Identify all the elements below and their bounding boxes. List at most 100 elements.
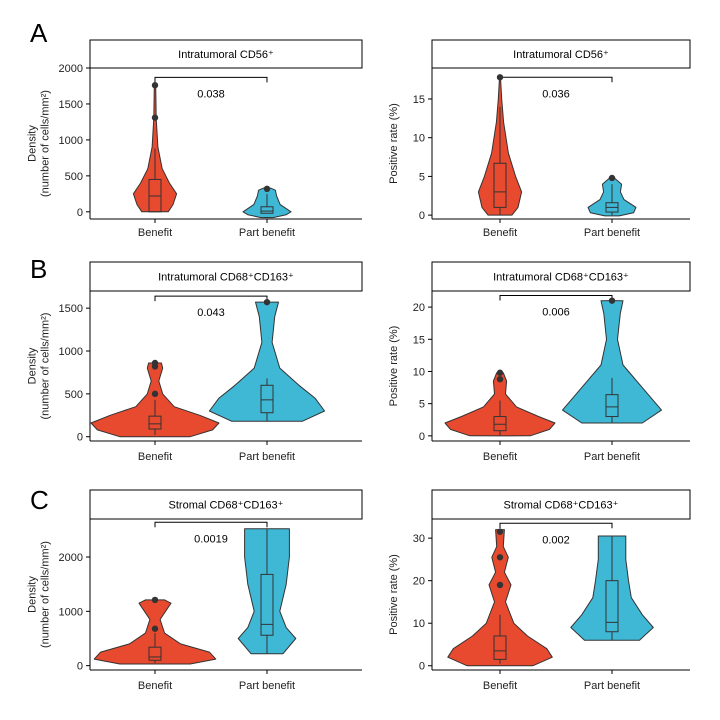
- p-value-label: 0.002: [542, 534, 570, 546]
- box-iqr: [605, 580, 619, 633]
- outlier-point: [608, 297, 616, 304]
- box-iqr: [148, 646, 162, 661]
- y-tick-label: 1000: [59, 346, 83, 358]
- box-iqr: [493, 162, 507, 208]
- box-iqr: [605, 394, 619, 418]
- y-axis-label: Density: [27, 125, 39, 162]
- y-tick-label: 30: [413, 533, 425, 545]
- box-iqr: [260, 206, 274, 214]
- y-tick-label: 1000: [59, 135, 83, 147]
- y-axis-label: Positive rate (%): [388, 103, 400, 184]
- y-tick-label: 0: [77, 207, 83, 219]
- x-category-label: Part benefit: [584, 680, 640, 692]
- strip-header: [431, 261, 691, 292]
- y-tick-label: 5: [419, 399, 425, 411]
- y-tick-label: 2000: [59, 552, 83, 564]
- panel-letter-a: A: [30, 18, 48, 48]
- outlier-point: [151, 359, 159, 367]
- box-iqr: [260, 384, 274, 414]
- outlier-point: [496, 554, 504, 561]
- y-axis-label: Positive rate (%): [388, 326, 400, 407]
- chart-title: Intratumoral CD68⁺CD163⁺: [493, 272, 629, 284]
- box-iqr: [493, 635, 507, 660]
- x-category-label: Part benefit: [584, 227, 640, 239]
- y-tick-label: 0: [419, 210, 425, 222]
- violin-benefit: [447, 529, 553, 667]
- panel-letter-b: B: [30, 254, 48, 284]
- p-value-label: 0.043: [197, 307, 225, 319]
- outlier-point: [263, 185, 271, 192]
- x-category-label: Part benefit: [239, 451, 295, 463]
- y-axis-label: (number of cells/mm²): [40, 313, 52, 420]
- p-value-label: 0.006: [542, 307, 570, 319]
- y-tick-label: 0: [419, 661, 425, 673]
- y-tick-label: 1500: [59, 99, 83, 111]
- y-tick-label: 0: [77, 661, 83, 673]
- x-category-label: Part benefit: [239, 680, 295, 692]
- strip-header: [89, 489, 363, 520]
- x-category-label: Benefit: [138, 227, 172, 239]
- y-tick-label: 0: [77, 432, 83, 444]
- y-tick-label: 0: [419, 431, 425, 443]
- outlier-point: [151, 114, 159, 121]
- y-tick-label: 1500: [59, 303, 83, 315]
- box-iqr: [493, 416, 507, 432]
- p-value-label: 0.036: [542, 88, 570, 100]
- strip-header: [89, 39, 363, 69]
- y-tick-label: 10: [413, 133, 425, 145]
- outlier-point: [496, 74, 504, 81]
- outlier-point: [496, 375, 504, 383]
- strip-header: [89, 261, 363, 292]
- x-category-label: Benefit: [138, 680, 172, 692]
- y-tick-label: 500: [65, 389, 83, 401]
- y-tick-label: 10: [413, 366, 425, 378]
- x-category-label: Benefit: [483, 451, 517, 463]
- y-axis-label: (number of cells/mm²): [40, 90, 52, 197]
- y-tick-label: 10: [413, 618, 425, 630]
- outlier-point: [496, 581, 504, 589]
- chart-title: Intratumoral CD56⁺: [513, 49, 609, 61]
- panel-letter-c: C: [30, 485, 49, 515]
- x-category-label: Benefit: [483, 680, 517, 692]
- chart-title: Stromal CD68⁺CD163⁺: [169, 500, 284, 512]
- y-tick-label: 1000: [59, 606, 83, 618]
- significance-bracket: [499, 522, 613, 529]
- outlier-point: [496, 369, 504, 376]
- x-category-label: Benefit: [138, 451, 172, 463]
- y-tick-label: 20: [413, 576, 425, 588]
- outlier-point: [151, 625, 159, 632]
- p-value-label: 0.0019: [194, 533, 228, 545]
- box-iqr: [260, 573, 274, 636]
- significance-bracket: [154, 76, 268, 83]
- chart-title: Intratumoral CD56⁺: [178, 49, 274, 61]
- y-axis-label: Density: [27, 347, 39, 384]
- strip-header: [431, 39, 691, 69]
- x-category-label: Part benefit: [239, 227, 295, 239]
- box-iqr: [148, 415, 162, 430]
- y-axis-label: Density: [27, 576, 39, 613]
- y-axis-label: Positive rate (%): [388, 554, 400, 635]
- chart-title: Intratumoral CD68⁺CD163⁺: [158, 272, 294, 284]
- strip-header: [431, 489, 691, 520]
- y-tick-label: 15: [413, 334, 425, 346]
- outlier-point: [151, 82, 159, 89]
- outlier-point: [496, 528, 504, 535]
- outlier-point: [608, 174, 616, 182]
- y-tick-label: 15: [413, 94, 425, 106]
- y-tick-label: 2000: [59, 63, 83, 75]
- y-axis-label: (number of cells/mm²): [40, 541, 52, 648]
- significance-bracket: [154, 521, 268, 528]
- y-tick-label: 5: [419, 171, 425, 183]
- x-category-label: Benefit: [483, 227, 517, 239]
- x-category-label: Part benefit: [584, 451, 640, 463]
- y-tick-label: 20: [413, 302, 425, 314]
- outlier-point: [263, 298, 271, 306]
- y-tick-label: 500: [65, 171, 83, 183]
- chart-title: Stromal CD68⁺CD163⁺: [504, 500, 619, 512]
